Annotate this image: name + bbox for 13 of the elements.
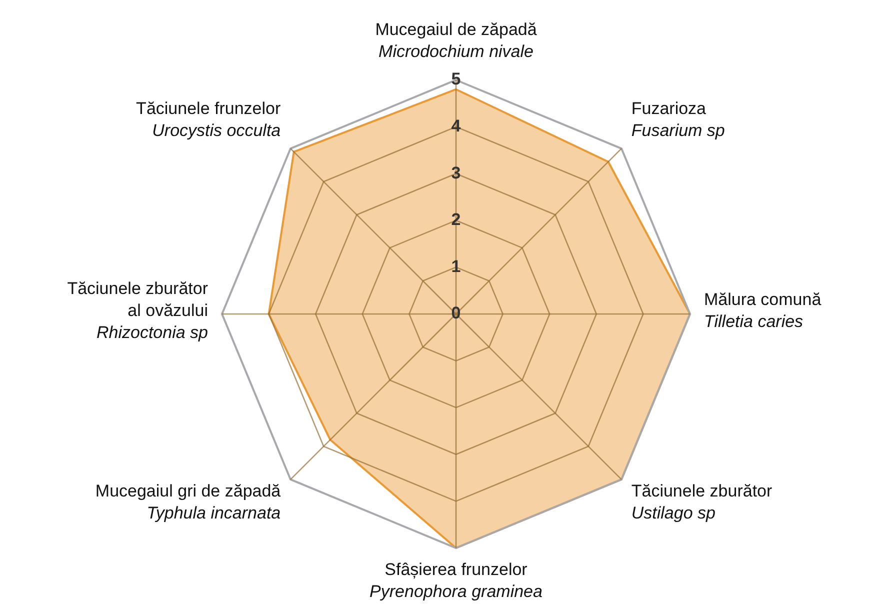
spoke-label: Mucegaiul gri de zăpadă Typhula incarnata [95,482,282,523]
spoke-label: Mălura comună Tilletia caries [704,290,822,332]
y-tick-label: 1 [451,256,461,276]
y-tick-label: 4 [451,116,462,136]
spoke-label: Tăciunele zburător al ovăzului Rhizoctonia sp [67,279,208,342]
spoke-label: Mucegaiul de zăpadă Microdochium nivale [375,20,538,62]
spoke-label: Fuzarioza Fusarium sp [631,98,725,140]
spoke-label: Tăciunele frunzelor Urocystis occulta [136,98,281,140]
y-tick-label: 2 [451,210,461,230]
spoke-label: Tăciunele zburător Ustilago sp [631,482,772,523]
y-tick-label: 5 [451,70,461,89]
y-tick-label: 3 [451,163,461,182]
spoke-label: Sfâșierea frunzelor Pyrenophora graminea [370,560,542,602]
